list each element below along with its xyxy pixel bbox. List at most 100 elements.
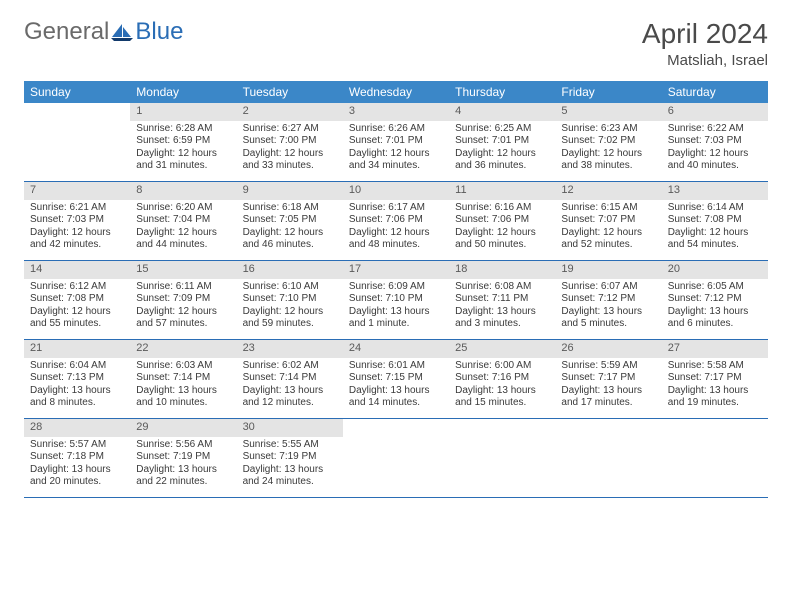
day-body: Sunrise: 6:18 AMSunset: 7:05 PMDaylight:… xyxy=(237,200,343,256)
day-cell: 15 Sunrise: 6:11 AMSunset: 7:09 PMDayligh… xyxy=(130,261,236,339)
dow-cell: Sunday xyxy=(24,81,130,103)
day-line: Sunrise: 6:25 AM xyxy=(455,123,549,136)
day-line: and 3 minutes. xyxy=(455,318,549,331)
day-body: Sunrise: 6:03 AMSunset: 7:14 PMDaylight:… xyxy=(130,358,236,414)
day-line: Sunrise: 6:14 AM xyxy=(668,202,762,215)
day-number xyxy=(555,419,661,437)
week-row: 21Sunrise: 6:04 AMSunset: 7:13 PMDayligh… xyxy=(24,340,768,419)
day-line: Sunset: 7:08 PM xyxy=(30,293,124,306)
header: General Blue April 2024 Matsliah, Israel xyxy=(24,18,768,69)
day-line: and 6 minutes. xyxy=(668,318,762,331)
day-number: 15 xyxy=(130,261,236,279)
day-line: Sunset: 7:17 PM xyxy=(561,372,655,385)
location-label: Matsliah, Israel xyxy=(642,52,768,69)
day-line: Sunrise: 6:09 AM xyxy=(349,281,443,294)
day-line: Sunset: 7:02 PM xyxy=(561,135,655,148)
day-line: and 55 minutes. xyxy=(30,318,124,331)
day-cell: 29Sunrise: 5:56 AMSunset: 7:19 PMDayligh… xyxy=(130,419,236,497)
day-number: 22 xyxy=(130,340,236,358)
day-line: Sunset: 7:06 PM xyxy=(349,214,443,227)
day-number: 1 xyxy=(130,103,236,121)
day-number: 12 xyxy=(555,182,661,200)
day-number: 26 xyxy=(555,340,661,358)
day-cell: 10Sunrise: 6:17 AMSunset: 7:06 PMDayligh… xyxy=(343,182,449,260)
day-body: Sunrise: 6:25 AMSunset: 7:01 PMDaylight:… xyxy=(449,121,555,177)
day-cell: 27Sunrise: 5:58 AMSunset: 7:17 PMDayligh… xyxy=(662,340,768,418)
day-line: Sunset: 7:11 PM xyxy=(455,293,549,306)
day-line: Daylight: 12 hours xyxy=(136,227,230,240)
day-line: Sunset: 7:09 PM xyxy=(136,293,230,306)
dow-cell: Tuesday xyxy=(237,81,343,103)
day-number xyxy=(343,419,449,437)
week-row: 28Sunrise: 5:57 AMSunset: 7:18 PMDayligh… xyxy=(24,419,768,498)
day-line: Sunset: 7:00 PM xyxy=(243,135,337,148)
day-line: Daylight: 13 hours xyxy=(455,306,549,319)
day-line: Daylight: 12 hours xyxy=(349,227,443,240)
week-row: 1Sunrise: 6:28 AMSunset: 6:59 PMDaylight… xyxy=(24,103,768,182)
day-line: Daylight: 13 hours xyxy=(136,385,230,398)
day-line: and 5 minutes. xyxy=(561,318,655,331)
day-line: Sunset: 7:16 PM xyxy=(455,372,549,385)
day-line: Sunset: 7:19 PM xyxy=(136,451,230,464)
day-number: 23 xyxy=(237,340,343,358)
day-cell xyxy=(343,419,449,497)
day-number xyxy=(449,419,555,437)
day-number xyxy=(24,103,130,121)
day-number: 28 xyxy=(24,419,130,437)
day-cell: 6Sunrise: 6:22 AMSunset: 7:03 PMDaylight… xyxy=(662,103,768,181)
weeks-container: 1Sunrise: 6:28 AMSunset: 6:59 PMDaylight… xyxy=(24,103,768,498)
day-cell: 30Sunrise: 5:55 AMSunset: 7:19 PMDayligh… xyxy=(237,419,343,497)
day-cell: 1Sunrise: 6:28 AMSunset: 6:59 PMDaylight… xyxy=(130,103,236,181)
day-line: Sunset: 7:19 PM xyxy=(243,451,337,464)
day-number: 20 xyxy=(662,261,768,279)
day-number: 17 xyxy=(343,261,449,279)
day-line: Daylight: 12 hours xyxy=(243,227,337,240)
day-line: Daylight: 12 hours xyxy=(243,148,337,161)
brand-logo: General Blue xyxy=(24,18,183,46)
day-number: 25 xyxy=(449,340,555,358)
day-line: and 8 minutes. xyxy=(30,397,124,410)
day-line: Daylight: 13 hours xyxy=(349,385,443,398)
day-line: Sunrise: 6:20 AM xyxy=(136,202,230,215)
day-cell: 13 Sunrise: 6:14 AMSunset: 7:08 PMDayligh… xyxy=(662,182,768,260)
day-number: 14 xyxy=(24,261,130,279)
day-number: 5 xyxy=(555,103,661,121)
day-body: Sunrise: 6:27 AMSunset: 7:00 PMDaylight:… xyxy=(237,121,343,177)
day-line: Sunset: 7:18 PM xyxy=(30,451,124,464)
day-line: Sunrise: 6:11 AM xyxy=(136,281,230,294)
day-cell xyxy=(449,419,555,497)
day-cell: 3Sunrise: 6:26 AMSunset: 7:01 PMDaylight… xyxy=(343,103,449,181)
day-cell xyxy=(555,419,661,497)
day-body: Sunrise: 6:16 AMSunset: 7:06 PMDaylight:… xyxy=(449,200,555,256)
day-line: Daylight: 12 hours xyxy=(668,227,762,240)
day-body: Sunrise: 6:28 AMSunset: 6:59 PMDaylight:… xyxy=(130,121,236,177)
day-line: and 22 minutes. xyxy=(136,476,230,489)
day-line: Sunset: 7:14 PM xyxy=(136,372,230,385)
day-line: Daylight: 13 hours xyxy=(243,385,337,398)
day-line: Sunset: 7:08 PM xyxy=(668,214,762,227)
day-cell xyxy=(24,103,130,181)
day-line: and 33 minutes. xyxy=(243,160,337,173)
day-line: and 46 minutes. xyxy=(243,239,337,252)
day-number: 13 xyxy=(662,182,768,200)
day-cell xyxy=(662,419,768,497)
day-line: Daylight: 12 hours xyxy=(136,306,230,319)
day-line: and 24 minutes. xyxy=(243,476,337,489)
day-number: 18 xyxy=(449,261,555,279)
day-line: and 34 minutes. xyxy=(349,160,443,173)
day-number: 27 xyxy=(662,340,768,358)
day-number: 6 xyxy=(662,103,768,121)
day-cell: 9Sunrise: 6:18 AMSunset: 7:05 PMDaylight… xyxy=(237,182,343,260)
day-number: 10 xyxy=(343,182,449,200)
day-cell: 5Sunrise: 6:23 AMSunset: 7:02 PMDaylight… xyxy=(555,103,661,181)
day-line: Daylight: 12 hours xyxy=(668,148,762,161)
day-line: Sunrise: 6:23 AM xyxy=(561,123,655,136)
day-line: and 12 minutes. xyxy=(243,397,337,410)
day-cell: 4Sunrise: 6:25 AMSunset: 7:01 PMDaylight… xyxy=(449,103,555,181)
day-line: Sunrise: 6:21 AM xyxy=(30,202,124,215)
day-line: Sunrise: 5:56 AM xyxy=(136,439,230,452)
day-body: Sunrise: 6:21 AMSunset: 7:03 PMDaylight:… xyxy=(24,200,130,256)
day-body: Sunrise: 6:23 AMSunset: 7:02 PMDaylight:… xyxy=(555,121,661,177)
day-line: and 14 minutes. xyxy=(349,397,443,410)
day-cell: 26Sunrise: 5:59 AMSunset: 7:17 PMDayligh… xyxy=(555,340,661,418)
